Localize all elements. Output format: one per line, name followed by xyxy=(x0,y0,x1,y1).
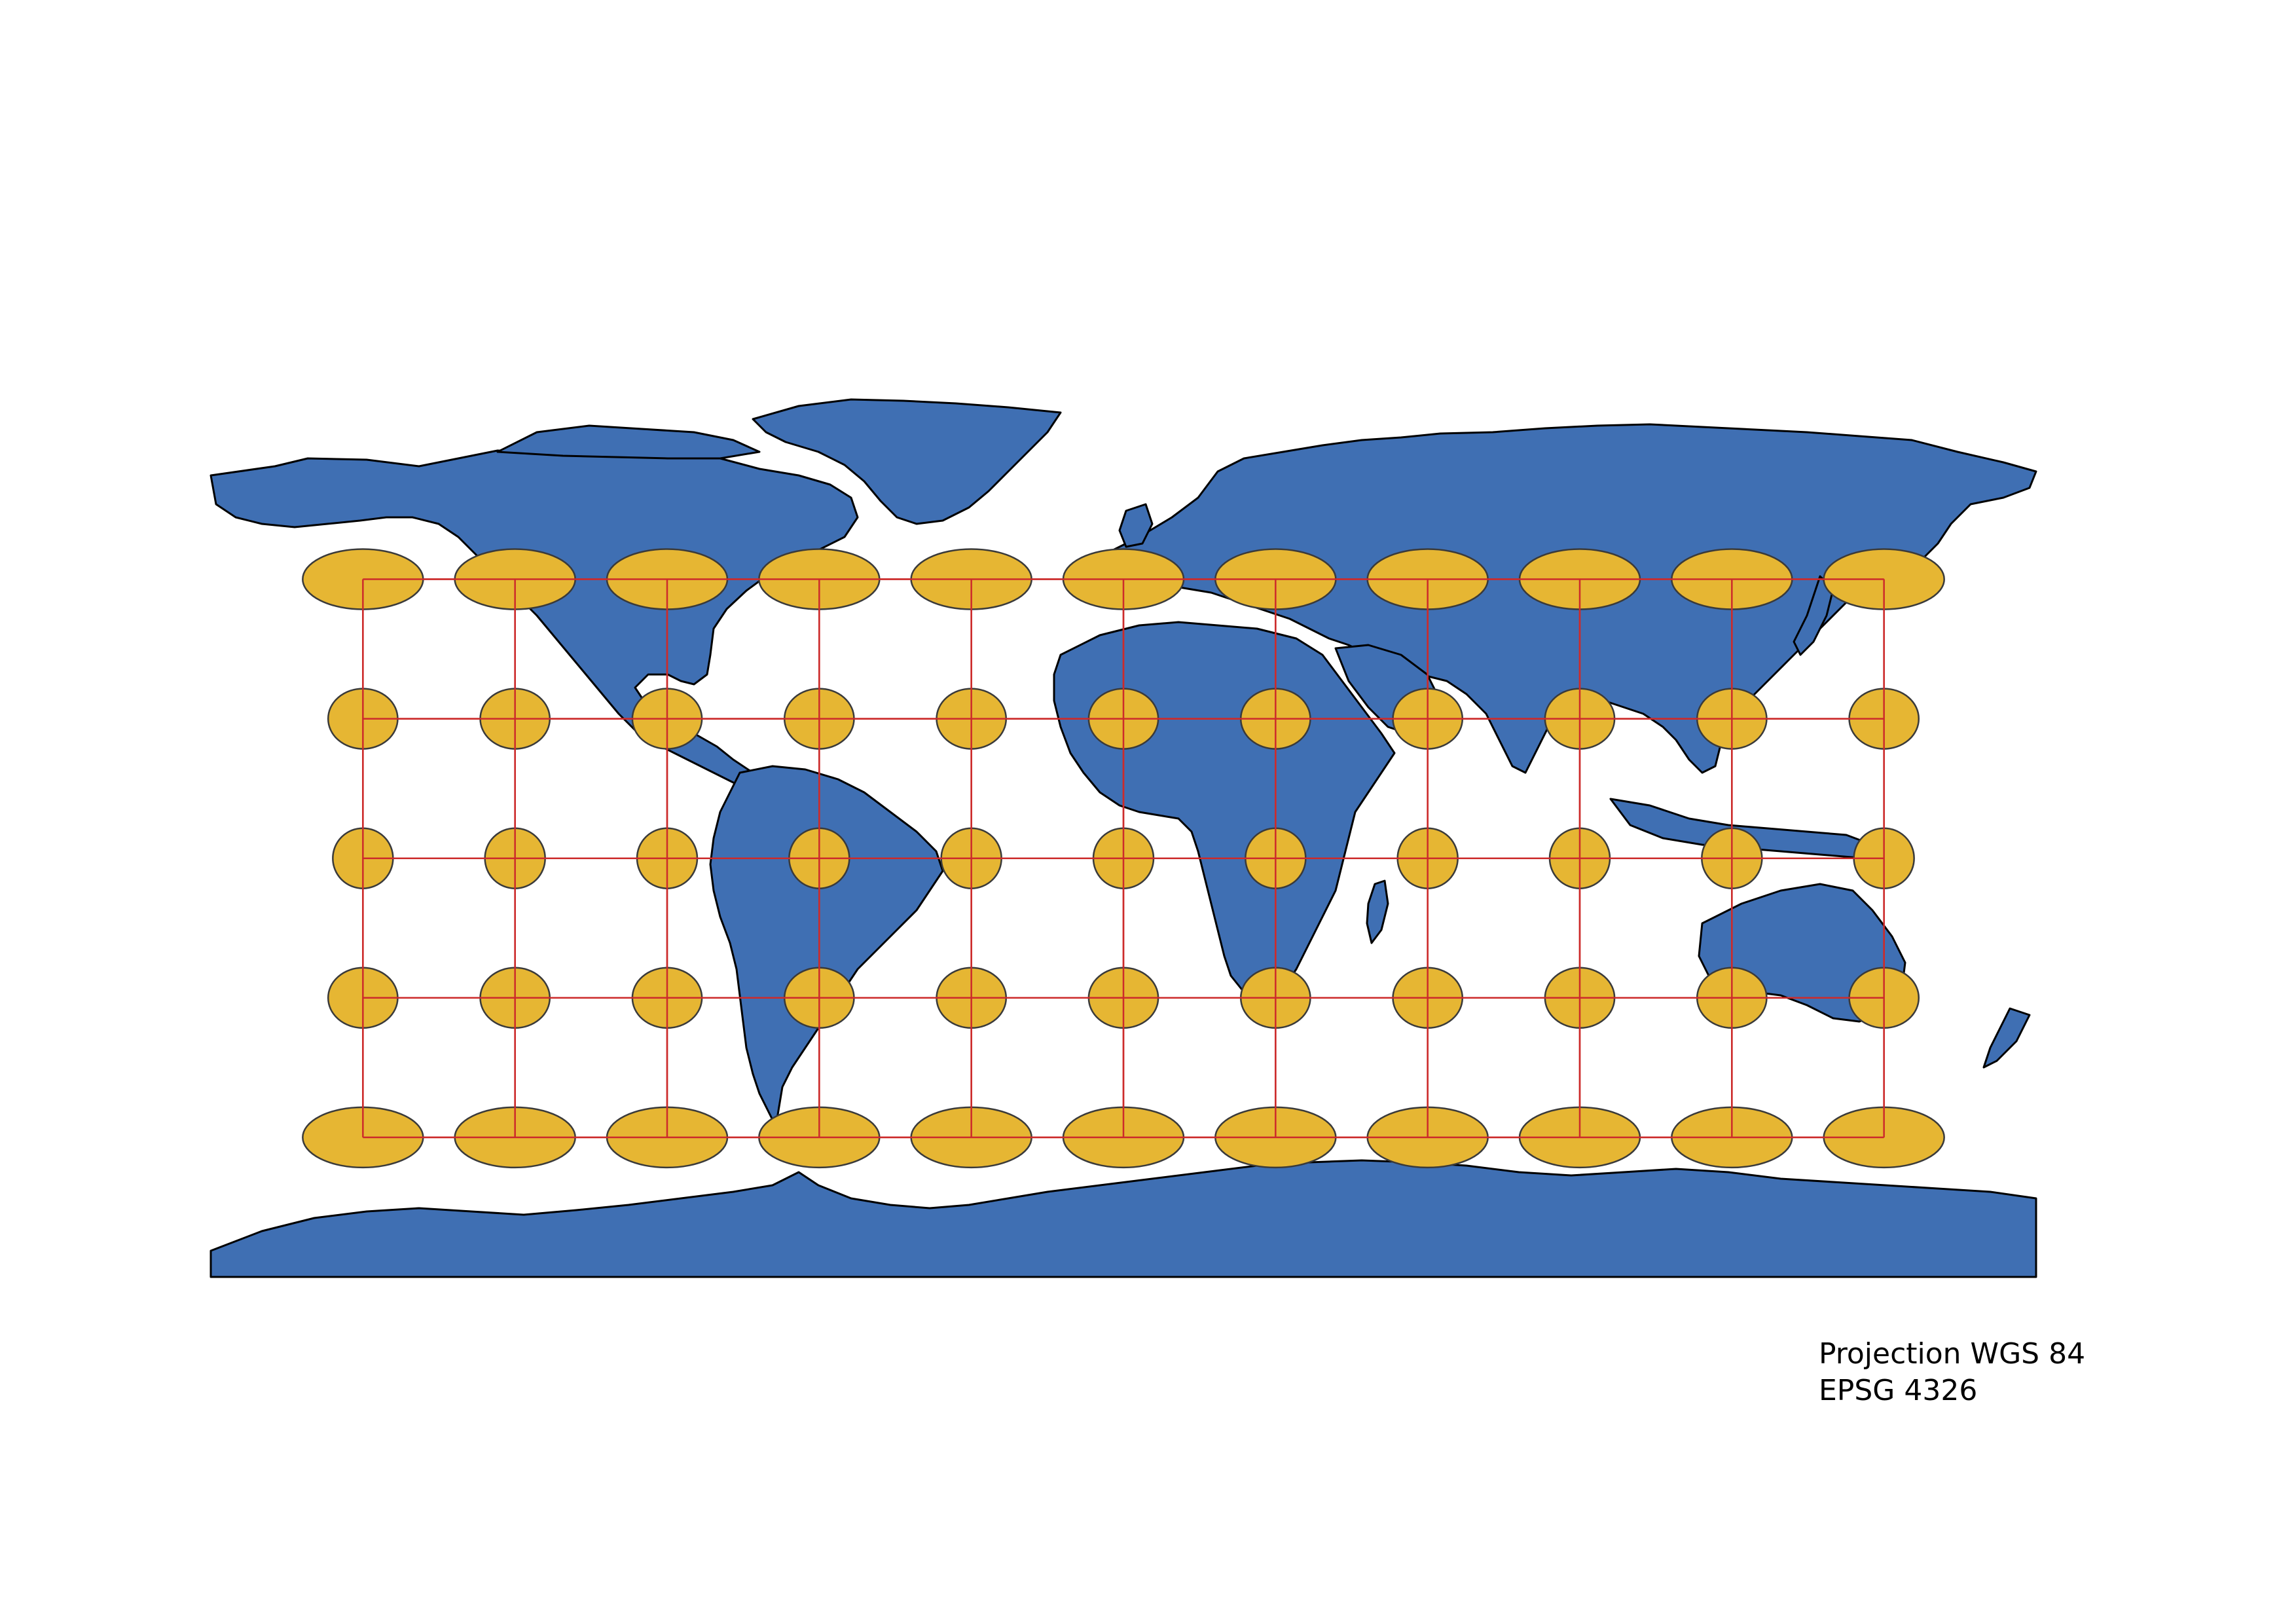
land-antarctica xyxy=(210,1159,2037,1278)
land-british-isles xyxy=(1118,503,1154,548)
land-south-america xyxy=(709,765,944,1128)
land-greenland xyxy=(752,398,1062,525)
land-new-zealand xyxy=(1982,1007,2031,1069)
graticule-overlay xyxy=(362,578,1885,1139)
land-arctic-islands xyxy=(496,424,761,460)
projection-caption: Projection WGS 84 EPSG 4326 xyxy=(1819,1336,2085,1409)
land-madagascar xyxy=(1366,879,1389,944)
projection-name: Projection WGS 84 xyxy=(1819,1337,2086,1371)
epsg-code: EPSG 4326 xyxy=(1819,1374,1978,1407)
